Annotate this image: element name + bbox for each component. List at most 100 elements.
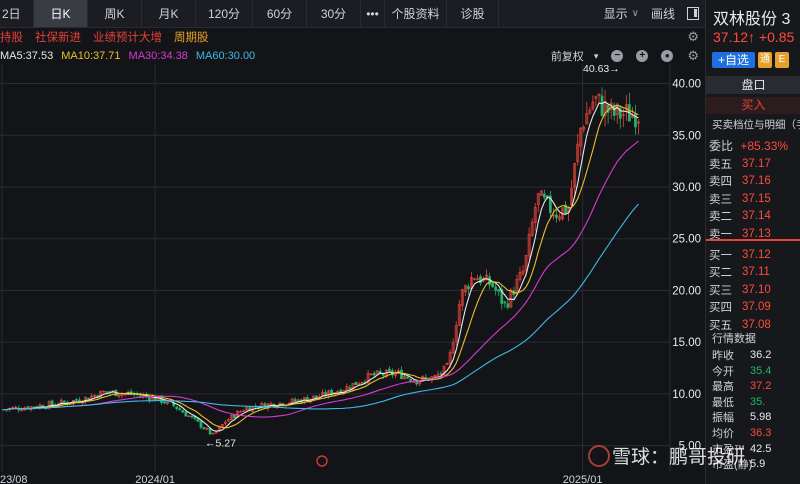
ma-lines [3,101,639,432]
tag-earnings-increase[interactable]: 业绩预计大增 [93,32,162,44]
tab-120min[interactable]: 120分 [196,0,253,27]
candle [579,127,583,147]
candle [147,396,151,401]
display-menu[interactable]: 显示 [603,7,628,21]
draw-line-button[interactable]: 画线 [650,7,675,21]
zoom-in-icon[interactable]: + [636,50,649,62]
settings-icon[interactable]: ● [661,50,674,62]
candle [600,95,604,116]
candle [372,372,376,376]
buy-level-row[interactable]: 买二 37.11 [709,266,770,279]
sell-level-row[interactable]: 卖五 37.17 [709,157,771,171]
more-periods-button[interactable]: ••• [361,0,385,27]
candle [245,407,248,411]
tab-2d[interactable]: 2日 [0,0,34,27]
y-tick-label: 25.00 [672,234,701,246]
ma-line-10 [3,104,639,429]
tab-order-book[interactable]: 盘口 [706,76,800,94]
candle [436,374,440,376]
tab-30min[interactable]: 30分 [307,0,361,27]
buy-level-row[interactable]: 买一 37.12 [709,248,771,262]
candle [366,373,370,384]
badge-tong[interactable]: 通 [758,52,773,68]
tab-diagnosis[interactable]: 诊股 [447,0,499,27]
candle [621,114,625,117]
buy-level-row[interactable]: 买三 37.10 [709,283,771,297]
candle [573,163,577,188]
candle [260,403,264,409]
sell-level-row[interactable]: 卖三 37.15 [709,192,771,206]
candle [588,109,592,114]
buy-level-row[interactable]: 买五 37.08 [709,318,771,332]
stat-row: 今开 35.4 [712,364,772,378]
ma-line-60 [3,203,639,411]
candle [354,381,358,385]
tab-weekly-k[interactable]: 周K [88,0,142,27]
candle [357,383,361,385]
badge-e[interactable]: E [775,52,790,68]
tab-monthly-k[interactable]: 月K [142,0,196,27]
candle [293,399,297,402]
stat-row: 均价 36.3 [712,427,772,440]
candle [451,342,455,354]
candle [50,400,54,405]
tag-social-security[interactable]: 社保新进 [35,32,81,44]
chevron-down-icon[interactable]: ∨ [631,8,639,19]
watermark: 雪球：鹏哥投研 [612,447,746,468]
candle [199,420,203,428]
candle [187,415,191,418]
kline-chart[interactable]: 40.00 35.00 30.00 25.00 20.00 15.00 10.00 5.00 2… [0,64,705,484]
candle [637,121,640,124]
candle [518,271,522,280]
candle [634,113,637,128]
sell-level-row[interactable]: 卖二 37.14 [709,210,771,223]
candle [597,93,601,97]
candle [527,233,531,257]
sell-level-row[interactable]: 卖四 37.16 [709,175,771,188]
buy-level-row[interactable]: 买四 37.09 [709,301,771,314]
candle [582,126,586,130]
tab-daily-k[interactable]: 日K [34,0,88,27]
sell-level-row[interactable]: 卖一 37.13 [709,227,771,241]
candle [618,107,622,119]
candle [263,403,267,409]
candle [539,190,543,196]
candle [509,289,513,308]
candle [242,410,245,412]
order-detail-label: 买卖档位与明细（手 [712,119,800,131]
adjust-dropdown[interactable]: 前复权 [550,51,584,63]
tag-holding[interactable]: 持股 [0,32,23,44]
ma5-value: MA5:37.53 [0,50,54,62]
gear-icon[interactable]: ⚙ [687,48,699,63]
candle [196,418,200,422]
gear-icon[interactable]: ⚙ [687,29,699,44]
x-tick-label: 23/08 [0,474,28,484]
candle [445,363,449,365]
low-annotation: ←5.27 [205,438,236,450]
tab-stock-profile[interactable]: 个股资料 [385,0,447,27]
tag-cyclical[interactable]: 周期股 [174,32,209,44]
candle [485,274,488,281]
candle [536,193,540,205]
candle [315,395,318,398]
window-toggle-icon[interactable] [687,7,699,20]
candle [181,410,185,413]
stat-row: 最低 35. [712,395,766,409]
candle [387,368,391,372]
chevron-down-icon[interactable]: ▾ [593,50,599,61]
candle [369,373,373,375]
candle [348,387,352,390]
ma-legend: MA5:37.53 MA10:37.71 MA30:34.38 MA60:30.… [0,48,705,64]
candle [190,415,194,418]
candle [403,375,406,380]
candle [327,390,330,397]
buy-header[interactable]: 买入 [706,97,800,114]
add-watchlist-button[interactable]: +自选 [712,52,756,68]
candle [448,351,452,365]
event-marker-icon[interactable] [316,455,328,467]
candle [460,289,464,306]
tab-60min[interactable]: 60分 [253,0,307,27]
zoom-out-icon[interactable]: − [611,50,624,62]
candle [351,383,355,391]
candle [506,303,510,308]
